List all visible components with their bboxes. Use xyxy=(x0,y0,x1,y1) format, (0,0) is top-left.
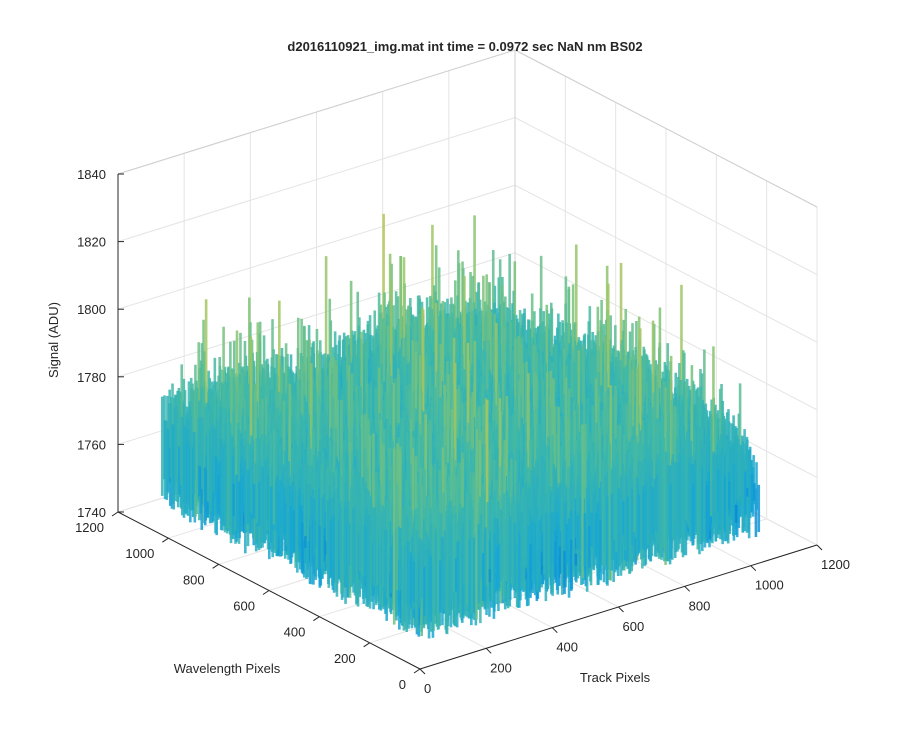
back-wall-grid-line xyxy=(117,117,516,243)
back-wall-grid-line xyxy=(117,184,516,310)
back-wall-grid-line xyxy=(117,252,516,378)
side-wall-grid-line xyxy=(514,117,818,276)
surface-mesh xyxy=(160,213,761,639)
box-edge xyxy=(514,49,818,208)
side-wall-grid-line xyxy=(514,184,818,343)
box-edge xyxy=(117,49,516,175)
